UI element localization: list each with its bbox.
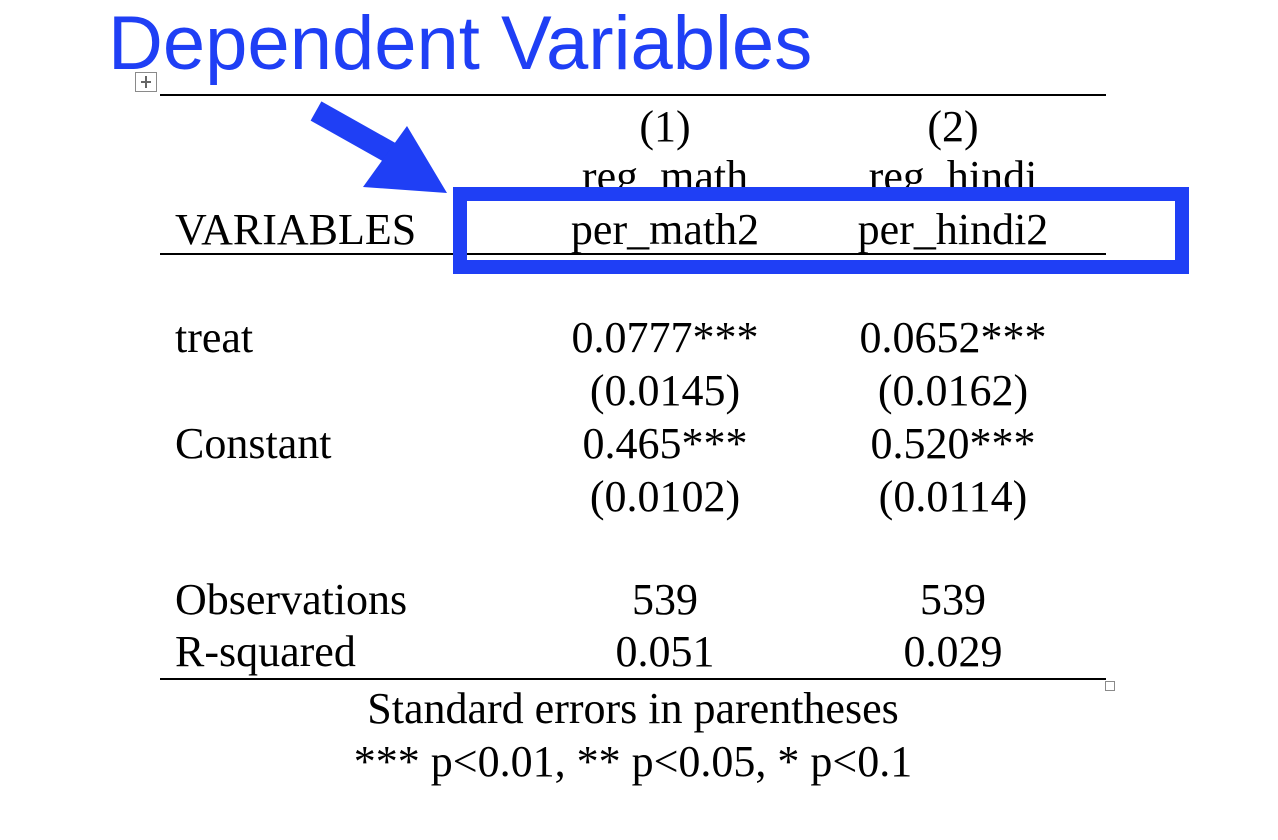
table-resize-handle[interactable] [1105,681,1115,691]
table-top-rule [160,94,1106,96]
table-note-standard-errors: Standard errors in parentheses [367,684,899,733]
model-name-2: reg_hindi [868,155,1038,187]
se-treat-2: (0.0162) [877,366,1029,415]
dependent-variable-2: per_hindi2 [857,205,1049,254]
observations-2: 539 [920,575,986,624]
row-label-observations: Observations [175,575,408,624]
coef-treat-1: 0.0777*** [571,313,759,362]
coef-constant-1: 0.465*** [582,419,748,468]
se-constant-1: (0.0102) [589,472,741,521]
variables-header: VARIABLES [175,205,417,254]
table-bottom-rule [160,678,1106,680]
dependent-variables-highlight-box [453,187,1189,274]
model-name-1: reg_math [581,155,749,187]
dependent-variable-1: per_math2 [570,205,760,254]
r-squared-2: 0.029 [903,627,1003,676]
r-squared-1: 0.051 [615,627,715,676]
annotation-arrow-icon [310,101,447,193]
table-header-rule [160,253,1106,255]
se-treat-1: (0.0145) [589,366,741,415]
row-label-constant: Constant [175,419,332,468]
column-number-1: (1) [639,102,691,151]
row-label-treat: treat [175,313,254,362]
column-number-2: (2) [927,102,979,151]
se-constant-2: (0.0114) [878,472,1028,521]
row-label-r-squared: R-squared [175,627,356,676]
table-note-significance: *** p<0.01, ** p<0.05, * p<0.1 [353,737,913,786]
annotation-title: Dependent Variables [108,1,813,86]
observations-1: 539 [632,575,698,624]
table-move-handle-icon[interactable] [135,72,157,92]
coef-constant-2: 0.520*** [870,419,1036,468]
coef-treat-2: 0.0652*** [859,313,1047,362]
